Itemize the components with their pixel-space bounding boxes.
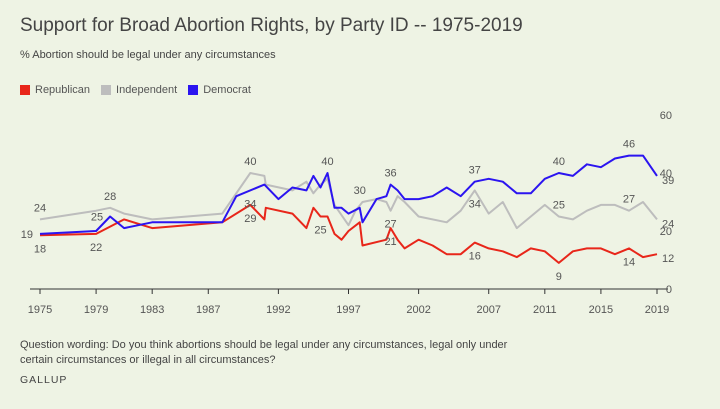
data-label-democrat-39: 39: [662, 175, 674, 187]
data-label-republican-21: 21: [384, 236, 396, 248]
data-label-democrat-19: 19: [21, 229, 33, 241]
y-tick-label-60: 60: [660, 110, 672, 122]
x-tick-label-2011: 2011: [533, 304, 557, 316]
series-line-democrat: [39, 154, 658, 235]
data-label-democrat-34: 34: [244, 198, 256, 210]
data-label-democrat-37: 37: [469, 165, 481, 177]
data-label-democrat-40: 40: [553, 156, 565, 168]
legend-swatch-republican: [20, 85, 30, 95]
data-label-democrat-27: 27: [384, 219, 396, 231]
chart-subtitle: % Abortion should be legal under any cir…: [20, 49, 276, 61]
gallup-logo: GALLUP: [20, 374, 68, 386]
data-label-democrat-46: 46: [623, 139, 635, 151]
x-tick-label-1997: 1997: [336, 304, 360, 316]
data-label-republican-29: 29: [244, 213, 256, 225]
data-label-republican-25: 25: [314, 225, 326, 237]
x-tick-label-1992: 1992: [266, 304, 290, 316]
data-label-independent-40: 40: [244, 156, 256, 168]
data-label-independent-28: 28: [104, 191, 116, 203]
y-tick-label-20: 20: [660, 226, 672, 238]
data-label-independent-24: 24: [662, 218, 674, 230]
data-label-republican-9: 9: [556, 271, 562, 283]
data-label-independent-34: 34: [469, 198, 481, 210]
legend-swatch-democrat: [188, 85, 199, 95]
data-label-independent-30: 30: [354, 185, 366, 197]
chart-title: Support for Broad Abortion Rights, by Pa…: [20, 15, 523, 36]
question-wording: Question wording: Do you think abortions…: [20, 339, 508, 366]
data-label-republican-16: 16: [469, 251, 481, 263]
legend-item-republican: Republican: [20, 84, 90, 96]
x-tick-label-1983: 1983: [140, 304, 164, 316]
legend: Republican Independent Democrat: [20, 84, 251, 96]
line-chart: 1975 1979 1983 1987 1992 1997 2002 2007 2011 2015…: [21, 110, 675, 316]
legend-label-republican: Republican: [35, 84, 91, 96]
x-tick-label-2007: 2007: [476, 304, 500, 316]
x-tick-label-1987: 1987: [196, 304, 220, 316]
x-tick-label-2015: 2015: [589, 304, 613, 316]
x-tick-label-1975: 1975: [28, 304, 52, 316]
legend-label-democrat: Democrat: [203, 84, 251, 96]
data-label-republican-18: 18: [34, 243, 46, 255]
data-label-independent-24: 24: [34, 202, 46, 214]
legend-item-democrat: Democrat: [188, 84, 251, 96]
y-tick-label-0: 0: [666, 284, 672, 296]
data-label-democrat-25: 25: [91, 212, 103, 224]
series-line-republican: [39, 203, 658, 264]
x-tick-label-2002: 2002: [406, 304, 430, 316]
data-label-democrat-40: 40: [321, 156, 333, 168]
data-label-independent-25: 25: [553, 200, 565, 212]
legend-item-independent: Independent: [101, 84, 177, 96]
data-label-democrat-36: 36: [384, 168, 396, 180]
series-line-independent: [39, 172, 658, 230]
y-tick-label-40: 40: [660, 168, 672, 180]
x-tick-label-2019: 2019: [645, 304, 669, 316]
data-label-republican-14: 14: [623, 256, 635, 268]
x-tick-label-1979: 1979: [84, 304, 108, 316]
data-label-independent-27: 27: [623, 194, 635, 206]
legend-swatch-independent: [101, 85, 112, 95]
data-label-republican-22: 22: [90, 242, 102, 254]
data-label-republican-12: 12: [662, 253, 674, 265]
legend-label-independent: Independent: [116, 84, 178, 96]
